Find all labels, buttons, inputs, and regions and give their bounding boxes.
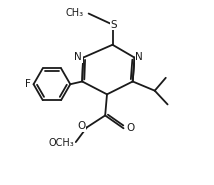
Text: O: O [78, 122, 86, 132]
Text: O: O [127, 123, 135, 133]
Text: S: S [110, 20, 117, 30]
Text: CH₃: CH₃ [66, 8, 84, 18]
Text: F: F [25, 79, 31, 89]
Text: N: N [74, 52, 82, 62]
Text: OCH₃: OCH₃ [48, 138, 74, 148]
Text: N: N [135, 52, 143, 62]
